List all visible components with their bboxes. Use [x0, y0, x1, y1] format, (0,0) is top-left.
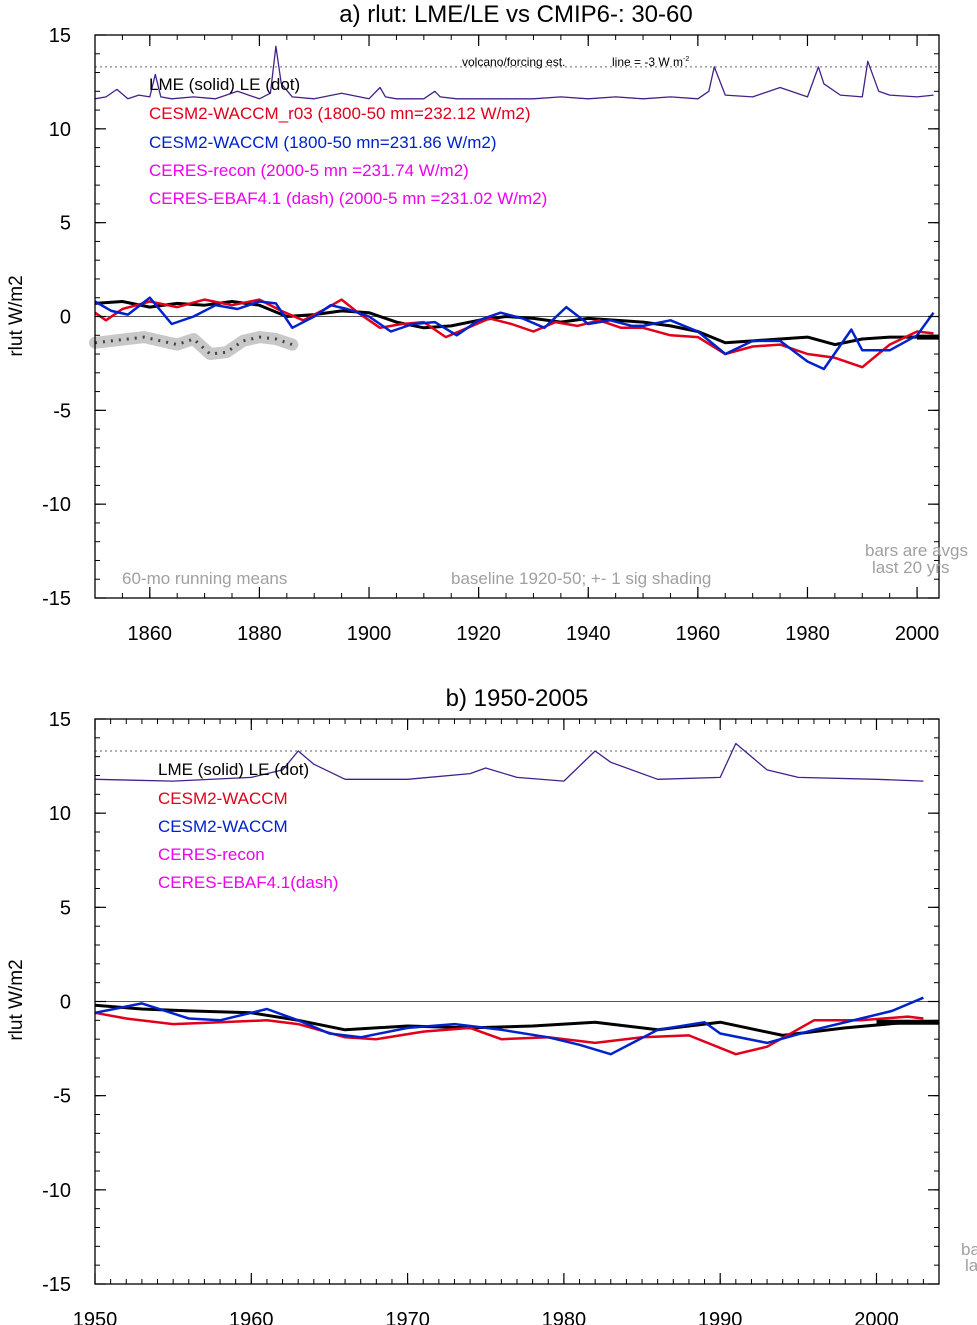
- panel-b-legend-ceres-ebaf: CERES-EBAF4.1(dash): [158, 873, 338, 892]
- panel-b-legend-cesm2-blue: CESM2-WACCM: [158, 817, 288, 836]
- panel-a-y-tick-label: -15: [42, 588, 71, 610]
- panel-b-legend-ceres-recon: CERES-recon: [158, 845, 265, 864]
- panel-b-x-tick-label: 2000: [854, 1309, 899, 1325]
- panel-a-legend-ceres-recon: CERES-recon (2000-5 mn =231.74 W/m2): [149, 161, 469, 180]
- panel-b-x-tick-label: 1990: [698, 1309, 743, 1325]
- panel-a-line-note: line = -3 W m-2: [612, 55, 689, 69]
- panel-b-y-tick-label: 5: [60, 897, 71, 919]
- panel-b-plot-area: 1950 1960 1970 1980 1990 2000 -15 -10 -5 0 5 10 15: [42, 709, 940, 1325]
- panel-a-y-tick-label: 10: [49, 119, 71, 141]
- panel-a-series-3-line: [94, 335, 293, 356]
- panel-a-baseline-note: baseline 1920-50; +- 1 sig shading: [451, 569, 711, 588]
- panel-b-x-tick-label: 1970: [385, 1309, 430, 1325]
- panel-a-y-tick-label: -10: [42, 494, 71, 516]
- panel-b-x-tick-label: 1980: [542, 1309, 587, 1325]
- panel-b-y-tick-label: -15: [42, 1274, 71, 1296]
- panel-a-x-tick-label: 1960: [676, 623, 721, 645]
- panel-a: a) rlut: LME/LE vs CMIP6-: 30-60 rlut W/…: [6, 1, 968, 645]
- panel-a-y-tick-label: 15: [49, 25, 71, 47]
- panel-a-legend-cesm2-r03: CESM2-WACCM_r03 (1800-50 mn=232.12 W/m2): [149, 104, 531, 123]
- panel-a-legend-ceres-ebaf: CERES-EBAF4.1 (dash) (2000-5 mn =231.02 …: [149, 189, 547, 208]
- panel-a-title: a) rlut: LME/LE vs CMIP6-: 30-60: [339, 1, 692, 28]
- panel-b-title: b) 1950-2005: [446, 685, 589, 712]
- panel-b-legend-cesm2-red: CESM2-WACCM: [158, 789, 288, 808]
- panel-a-ylabel: rlut W/m2: [6, 275, 27, 356]
- panel-b-x-tick-label: 1960: [229, 1309, 274, 1325]
- panel-b-series-1-line: [94, 1011, 924, 1056]
- panel-a-legend-cesm2: CESM2-WACCM (1800-50 mn=231.86 W/m2): [149, 133, 497, 152]
- panel-b-bars-note-1: ba: [961, 1240, 977, 1259]
- panel-a-x-tick-label: 2000: [895, 623, 940, 645]
- panel-a-forcing-label: volcano/forcing est.: [462, 55, 565, 69]
- panel-b-ylabel: rlut W/m2: [6, 959, 27, 1040]
- panel-a-plot-area: 1860 1880 1900 1920 1940 1960 1980 2000 -15 -10 -5…: [42, 25, 940, 645]
- panel-b-forcing-line: [94, 742, 924, 782]
- panel-a-running-note: 60-mo running means: [122, 569, 287, 588]
- panel-b-y-tick-label: -10: [42, 1180, 71, 1202]
- panel-a-y-tick-label: 0: [60, 307, 71, 329]
- panel-a-x-tick-label: 1940: [566, 623, 611, 645]
- panel-a-x-tick-label: 1880: [237, 623, 282, 645]
- panel-a-bars-note-2: last 20 yrs: [872, 558, 949, 577]
- panel-a-line-note-text: line = -3 W m: [612, 55, 683, 69]
- panel-a-legend-lme: LME (solid) LE (dot): [149, 75, 300, 94]
- panel-b-y-tick-label: 10: [49, 803, 71, 825]
- panel-a-series-2-line: [94, 296, 935, 371]
- panel-a-x-tick-label: 1860: [128, 623, 173, 645]
- panel-b-y-tick-label: 0: [60, 992, 71, 1014]
- panel-b-x-tick-label: 1950: [73, 1309, 118, 1325]
- panel-b-legend-lme: LME (solid) LE (dot): [158, 760, 309, 779]
- panel-b-series-2-line: [94, 996, 924, 1056]
- panel-a-x-tick-label: 1920: [456, 623, 501, 645]
- panel-a-x-tick-label: 1900: [347, 623, 392, 645]
- panel-b-bars-note-2: la: [965, 1256, 977, 1275]
- panel-a-y-tick-label: -5: [53, 400, 71, 422]
- panel-b-series-0-line: [94, 1003, 924, 1037]
- panel-a-bars-note-1: bars are avgs: [865, 541, 968, 560]
- panel-b-y-tick-label: 15: [49, 709, 71, 731]
- panel-b-y-tick-label: -5: [53, 1086, 71, 1108]
- panel-a-series-1-line: [94, 298, 934, 369]
- panel-b: b) 1950-2005 rlut W/m2 1950 1960 1970 1980 1…: [6, 685, 977, 1325]
- panel-a-y-tick-label: 5: [60, 213, 71, 235]
- panel-a-forcing-line: [94, 45, 934, 100]
- panel-a-line-note-sup: -2: [683, 56, 689, 63]
- panel-a-x-tick-label: 1980: [785, 623, 830, 645]
